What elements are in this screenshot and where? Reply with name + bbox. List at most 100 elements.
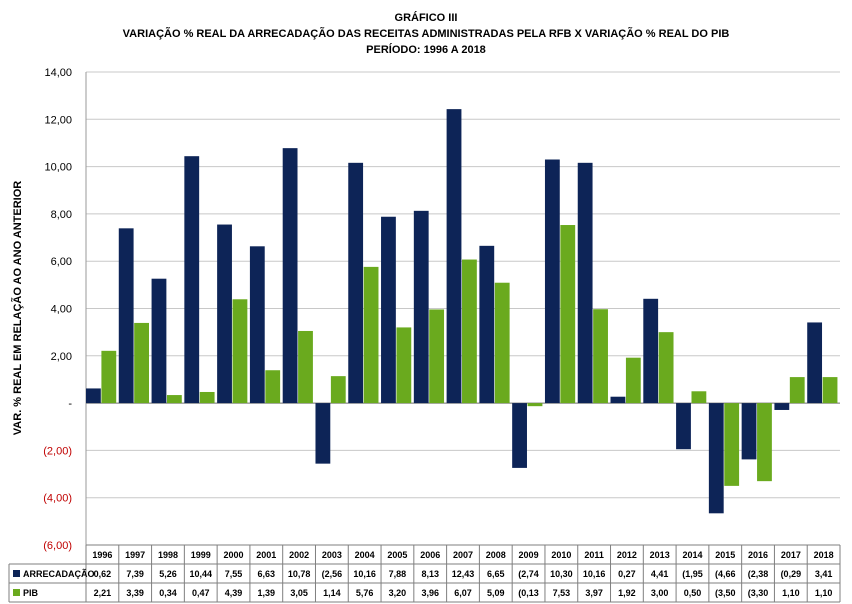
data-label: 7,53 — [553, 588, 571, 598]
data-label: (3,30 — [748, 588, 769, 598]
x-tick-label: 2017 — [781, 550, 801, 560]
data-label: 12,43 — [452, 569, 475, 579]
x-tick-label: 2010 — [551, 550, 571, 560]
bar-arrecadacao — [217, 224, 232, 404]
y-axis-ticks: 14,00 12,00 10,00 8,00 6,00 4,00 2,00 - (2,00) (4… — [43, 67, 72, 552]
bar-arrecadacao — [512, 403, 527, 468]
data-label: 6,65 — [487, 569, 505, 579]
bar-pib — [265, 370, 281, 404]
data-label: (2,74 — [518, 569, 539, 579]
x-tick-label: 2006 — [420, 550, 440, 560]
x-tick-label: 2004 — [355, 550, 375, 560]
bar-pib — [363, 266, 379, 404]
bar-arrecadacao — [774, 403, 790, 410]
y-tick-label: 2,00 — [51, 351, 72, 363]
chart-title-line1: GRÁFICO III — [394, 12, 458, 24]
bar-pib — [494, 282, 510, 404]
data-label: 3,39 — [126, 588, 144, 598]
x-tick-label: 2015 — [715, 550, 735, 560]
bar-arrecadacao — [413, 210, 429, 404]
bar-pib — [429, 309, 445, 404]
bar-pib — [462, 259, 477, 404]
x-tick-label: 2009 — [519, 550, 539, 560]
data-label: 1,14 — [323, 588, 341, 598]
data-label: 3,20 — [389, 588, 407, 598]
data-label: (4,66 — [715, 569, 736, 579]
data-label: 3,00 — [651, 588, 669, 598]
y-tick-label: 10,00 — [44, 162, 72, 174]
bar-arrecadacao — [315, 403, 331, 464]
x-tick-label: 2018 — [814, 550, 834, 560]
data-label: 8,13 — [421, 569, 439, 579]
bar-arrecadacao — [184, 156, 200, 404]
data-label: 0,47 — [192, 588, 210, 598]
chart-title-block: GRÁFICO III VARIAÇÃO % REAL DA ARRECADAÇ… — [0, 10, 852, 58]
bar-arrecadacao — [807, 322, 823, 404]
bar-pib — [691, 391, 707, 404]
x-tick-label: 2011 — [584, 550, 604, 560]
data-label: (3,50 — [715, 588, 736, 598]
data-table: 1996 1997 1998 1999 2000 2001 2002 2003 2004 2005… — [8, 544, 841, 603]
data-label: 0,50 — [684, 588, 702, 598]
data-label: 3,05 — [290, 588, 308, 598]
bar-arrecadacao — [249, 246, 265, 404]
bar-arrecadacao — [282, 148, 298, 404]
bar-pib — [822, 377, 838, 404]
bar-arrecadacao — [86, 388, 101, 404]
x-tick-label: 2005 — [387, 550, 407, 560]
bar-pib — [625, 357, 641, 404]
data-label: 5,76 — [356, 588, 374, 598]
bar-arrecadacao — [544, 159, 560, 404]
bar-arrecadacao — [151, 278, 167, 404]
bar-arrecadacao — [577, 162, 593, 404]
data-label: (2,56 — [322, 569, 343, 579]
bar-pib — [560, 225, 576, 404]
bar-pib — [101, 350, 117, 404]
chart-title-line2: VARIAÇÃO % REAL DA ARRECADAÇÃO DAS RECEI… — [122, 28, 730, 40]
bar-arrecadacao — [643, 298, 659, 404]
data-label: 6,07 — [454, 588, 472, 598]
legend-label: ARRECADAÇÃO — [23, 569, 95, 579]
data-label: 5,26 — [159, 569, 177, 579]
data-label: 10,44 — [189, 569, 212, 579]
bar-arrecadacao — [708, 403, 724, 514]
data-label: 3,97 — [585, 588, 603, 598]
bar-arrecadacao — [610, 396, 626, 404]
y-tick-label: - — [68, 398, 72, 410]
legend-label: PIB — [23, 588, 39, 598]
data-label: 10,16 — [583, 569, 606, 579]
bar-arrecadacao — [479, 245, 495, 404]
x-tick-label: 2016 — [748, 550, 768, 560]
y-tick-label: 6,00 — [51, 256, 72, 268]
data-label: (2,38 — [748, 569, 769, 579]
bar-pib — [396, 327, 412, 404]
x-tick-label: 2000 — [224, 550, 244, 560]
data-label: 4,39 — [225, 588, 243, 598]
data-label: (0,29 — [781, 569, 802, 579]
bar-pib — [134, 322, 149, 404]
bar-pib — [330, 376, 346, 404]
bar-pib — [724, 403, 740, 486]
bar-arrecadacao — [446, 109, 462, 404]
data-label: 10,78 — [288, 569, 311, 579]
bar-pib — [593, 309, 608, 404]
bar-pib — [199, 391, 215, 404]
x-tick-label: 1997 — [125, 550, 145, 560]
data-label: (1,95 — [682, 569, 703, 579]
bar-pib — [789, 377, 805, 404]
x-tick-label: 1996 — [92, 550, 112, 560]
y-tick-label: (4,00) — [43, 493, 72, 505]
x-tick-label: 2012 — [617, 550, 637, 560]
bar-pib — [232, 299, 248, 404]
data-label: 10,30 — [550, 569, 573, 579]
y-tick-label: 4,00 — [51, 304, 72, 316]
bar-pib — [527, 403, 543, 407]
data-label: 1,10 — [815, 588, 833, 598]
x-tick-label: 2001 — [256, 550, 276, 560]
x-tick-label: 2014 — [682, 550, 702, 560]
bar-arrecadacao — [676, 403, 691, 450]
data-label: 3,96 — [421, 588, 439, 598]
x-tick-label: 1998 — [158, 550, 178, 560]
x-tick-label: 1999 — [191, 550, 211, 560]
data-label: 0,27 — [618, 569, 636, 579]
